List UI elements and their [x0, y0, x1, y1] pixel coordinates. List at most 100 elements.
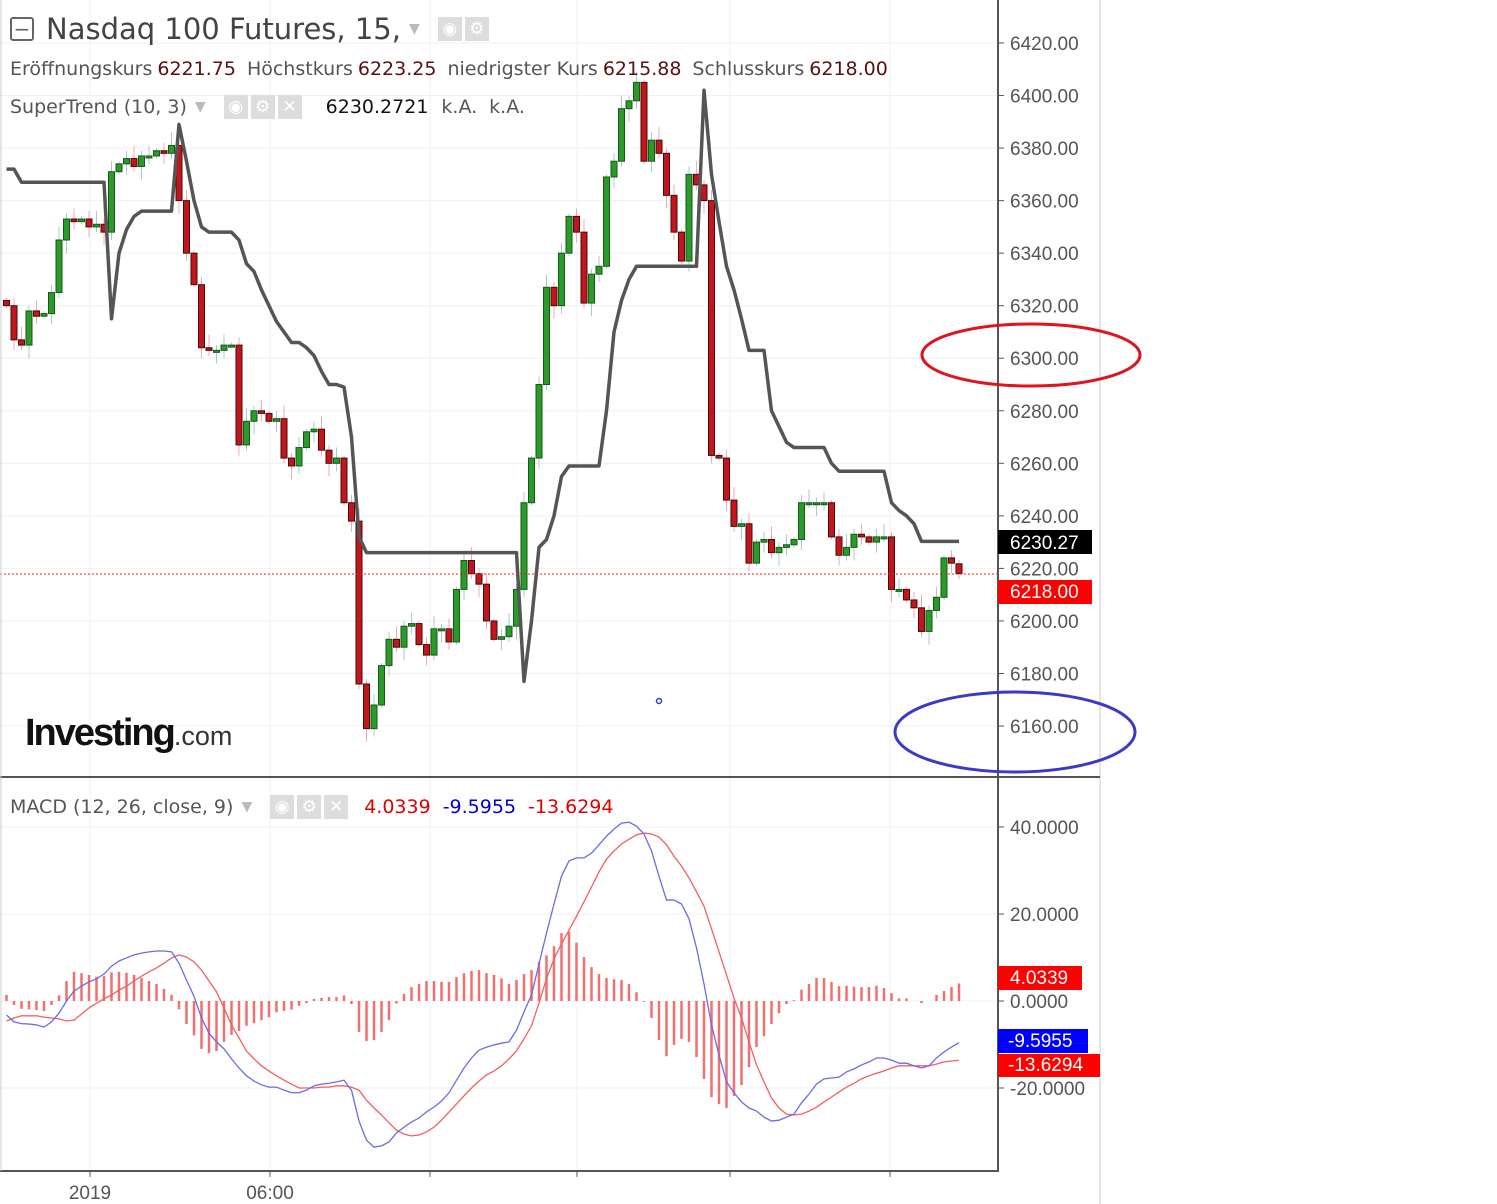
candle — [625, 95, 633, 122]
candle-body-up — [430, 628, 438, 656]
candle — [280, 405, 288, 464]
gear-icon[interactable]: ⚙ — [297, 795, 322, 819]
candle — [648, 132, 655, 172]
candle — [408, 613, 415, 635]
gear-icon[interactable]: ⚙ — [250, 95, 275, 119]
axes[interactable]: 6420.00 6400.00 6380.00 6360.00 6340.00 6320.… — [69, 34, 1085, 1204]
candle — [918, 594, 925, 637]
candle-body-down — [655, 139, 663, 154]
chevron-down-icon[interactable]: ▼ — [408, 21, 420, 37]
candle — [205, 334, 213, 356]
high-value: 6223.25 — [357, 58, 437, 80]
candle — [580, 219, 588, 309]
candle-body-down — [723, 457, 730, 501]
candle — [70, 208, 78, 230]
candle — [48, 284, 55, 325]
candle-body-up — [273, 418, 280, 422]
candle-body-down — [468, 560, 475, 575]
macd-histogram — [5, 931, 961, 1109]
candle — [168, 132, 175, 159]
candle — [243, 408, 250, 451]
investing-logo: Investing.com — [25, 712, 232, 755]
candle — [190, 250, 198, 288]
gear-icon[interactable]: ⚙ — [464, 17, 489, 41]
candle — [760, 531, 768, 553]
eye-icon[interactable]: ◉ — [223, 95, 248, 119]
candle-body-up — [520, 502, 528, 590]
candle-body-up — [925, 609, 933, 632]
price-tick-label: 6280.00 — [1010, 402, 1079, 423]
candle — [370, 694, 378, 737]
candle — [18, 326, 25, 351]
close-icon[interactable]: ✕ — [277, 95, 302, 119]
macd-tick-label: -20.0000 — [1010, 1079, 1085, 1100]
macd-name[interactable]: MACD (12, 26, close, 9) — [10, 796, 234, 818]
candle-body-down — [550, 286, 558, 307]
candle — [790, 536, 798, 548]
candle-body-down — [730, 499, 738, 527]
candle-body-up — [895, 588, 903, 592]
candle-body-up — [873, 536, 880, 543]
candle-body-up — [228, 344, 235, 348]
candle — [85, 211, 93, 238]
candle — [438, 623, 445, 642]
candle — [460, 552, 468, 600]
eye-icon[interactable]: ◉ — [437, 17, 462, 41]
candle — [903, 586, 910, 603]
macd-tick-label: 0.0000 — [1010, 992, 1068, 1013]
candle-body-up — [633, 81, 640, 102]
candle-body-up — [213, 349, 220, 353]
candle — [805, 489, 813, 508]
candle-body-up — [123, 158, 130, 165]
candle-body-up — [40, 313, 48, 317]
candle — [33, 300, 40, 325]
candle-body-up — [460, 560, 468, 590]
supertrend-name[interactable]: SuperTrend (10, 3) — [10, 96, 187, 118]
candle — [910, 592, 918, 619]
signal-badge: -13.6294 — [998, 1054, 1100, 1077]
candle-body-down — [573, 215, 580, 233]
candle — [78, 216, 85, 225]
candle — [160, 142, 168, 164]
close-value: 6218.00 — [809, 58, 888, 80]
candle-body-up — [820, 502, 828, 506]
candle-body-up — [250, 410, 258, 422]
candle-body-up — [543, 286, 550, 386]
candle-body-down — [700, 184, 708, 202]
candle-body-down — [130, 158, 138, 167]
macd-line — [6, 821, 960, 1148]
candle — [933, 586, 940, 619]
signal-badge-text: -13.6294 — [1008, 1055, 1083, 1076]
candle-body-up — [940, 557, 948, 598]
candle — [40, 310, 48, 319]
candle-body-down — [325, 449, 333, 464]
candle — [873, 528, 880, 553]
supertrend-extra-1: k.A. — [441, 96, 478, 118]
collapse-icon[interactable]: − — [10, 17, 34, 41]
candle-body-down — [70, 218, 78, 223]
chevron-down-icon[interactable]: ▼ — [241, 799, 253, 815]
candle — [685, 166, 693, 272]
candle-body-down — [955, 563, 963, 575]
candle-body-down — [828, 502, 835, 538]
eye-icon[interactable]: ◉ — [270, 795, 295, 819]
chevron-down-icon[interactable]: ▼ — [194, 99, 206, 115]
candle — [153, 148, 160, 159]
logo-brand: Investing — [25, 712, 176, 754]
price-tick-label: 6360.00 — [1010, 192, 1079, 213]
candle — [783, 534, 790, 556]
candle — [843, 534, 850, 561]
candle — [123, 150, 130, 175]
candle-body-down — [768, 539, 775, 554]
close-icon[interactable]: ✕ — [324, 795, 349, 819]
candle-body-up — [138, 155, 145, 167]
candle — [265, 410, 273, 424]
candle — [565, 213, 573, 256]
candle — [483, 573, 490, 629]
candle-body-up — [790, 539, 798, 546]
candle-body-up — [775, 546, 783, 554]
candle — [573, 208, 580, 243]
candle-body-down — [580, 231, 588, 304]
candle — [393, 626, 400, 653]
